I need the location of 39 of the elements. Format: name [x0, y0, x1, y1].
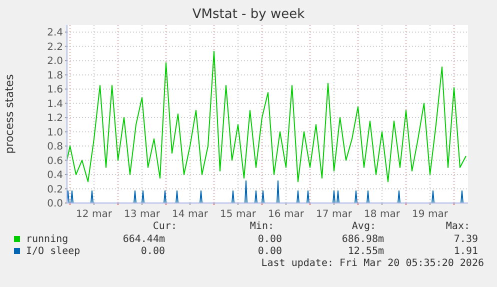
text: Cur:	[152, 221, 177, 232]
y-tick-label: 2.2	[47, 42, 63, 53]
y-tick-label: 0.6	[47, 156, 63, 167]
y-tick-label: 1.6	[47, 84, 63, 96]
y-tick-label: 0.2	[47, 184, 63, 196]
text: Last update: Fri Mar 20 05:35:20 2026	[261, 258, 484, 269]
text: 0.00	[258, 234, 282, 245]
chart-title: VMstat - by week	[192, 7, 306, 22]
legend-label: running	[26, 234, 68, 245]
x-tick-label: 18 mar	[364, 209, 401, 220]
y-tick-label: 0.4	[47, 170, 63, 182]
text: 1.91	[454, 246, 478, 257]
y-tick-label: 2.4	[47, 28, 63, 39]
y-tick-label: 1.2	[47, 113, 63, 124]
text: Min:	[250, 221, 274, 232]
text: 7.39	[454, 234, 478, 245]
x-tick-label: 19 mar	[412, 209, 449, 220]
y-tick-label: 0.8	[47, 142, 63, 153]
text: 664.44m	[122, 234, 165, 245]
x-tick-label: 14 mar	[172, 209, 209, 220]
x-tick-label: 15 mar	[220, 209, 257, 220]
y-tick-label: 2.0	[47, 56, 63, 68]
text: 12.55m	[348, 246, 384, 257]
x-tick-label: 17 mar	[316, 209, 353, 220]
line-series	[66, 50, 466, 182]
text: Max:	[446, 221, 470, 232]
x-tick-label: 16 mar	[268, 209, 305, 220]
text: 0.00	[258, 246, 282, 257]
text: Avg:	[352, 221, 376, 232]
x-tick-label: 13 mar	[124, 209, 161, 220]
x-tick-label: 12 mar	[76, 209, 113, 220]
text: 686.98m	[342, 234, 384, 245]
y-axis-title: process states	[3, 74, 16, 154]
y-tick-label: 1.8	[47, 70, 63, 82]
text: 0.00	[140, 246, 165, 257]
y-tick-label: 1.4	[47, 98, 63, 110]
legend-label: I/O sleep	[26, 246, 80, 257]
y-tick-label: 1.0	[47, 127, 63, 138]
y-tick-label: 0.0	[47, 198, 63, 210]
